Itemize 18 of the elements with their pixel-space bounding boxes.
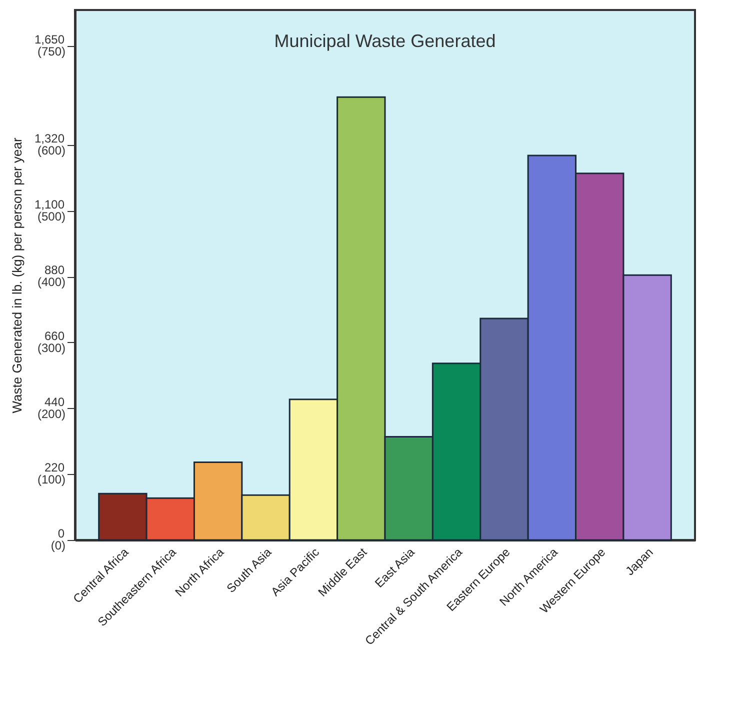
y2-tick-label: (100) bbox=[37, 472, 66, 487]
y-tick-label: 1,100 bbox=[34, 197, 65, 212]
y-tick-label: 1,650 bbox=[34, 32, 65, 47]
y2-tick-label: (600) bbox=[37, 143, 66, 158]
y-tick-label: 1,320 bbox=[34, 131, 65, 146]
y-tick-label: 660 bbox=[44, 328, 65, 343]
text: Municipal Waste Generated bbox=[274, 31, 496, 51]
y2-tick-label: (750) bbox=[37, 44, 66, 59]
y-tick-label: 440 bbox=[44, 394, 65, 409]
y-tick-label: 0 bbox=[58, 526, 65, 540]
y-tick-label: 220 bbox=[44, 460, 65, 475]
y2-tick-label: (400) bbox=[37, 275, 66, 290]
y2-tick-label: (500) bbox=[37, 209, 66, 224]
y-axis-title: Waste Generated in lb. (kg) per person per year bbox=[9, 137, 24, 414]
y-tick-label: 880 bbox=[44, 263, 65, 278]
y2-tick-label: (300) bbox=[37, 340, 66, 355]
y2-tick-label: (200) bbox=[37, 406, 66, 421]
y2-tick-label: (0) bbox=[50, 538, 66, 552]
